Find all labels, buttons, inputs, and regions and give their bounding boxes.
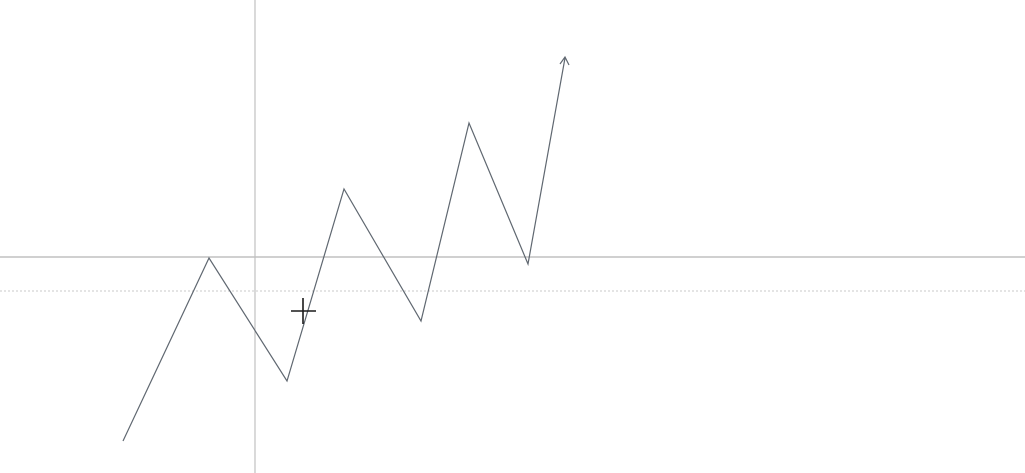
crosshair-cursor-icon [291, 298, 316, 324]
zigzag-line[interactable] [122, 57, 566, 442]
arrowhead-icon [559, 55, 570, 66]
